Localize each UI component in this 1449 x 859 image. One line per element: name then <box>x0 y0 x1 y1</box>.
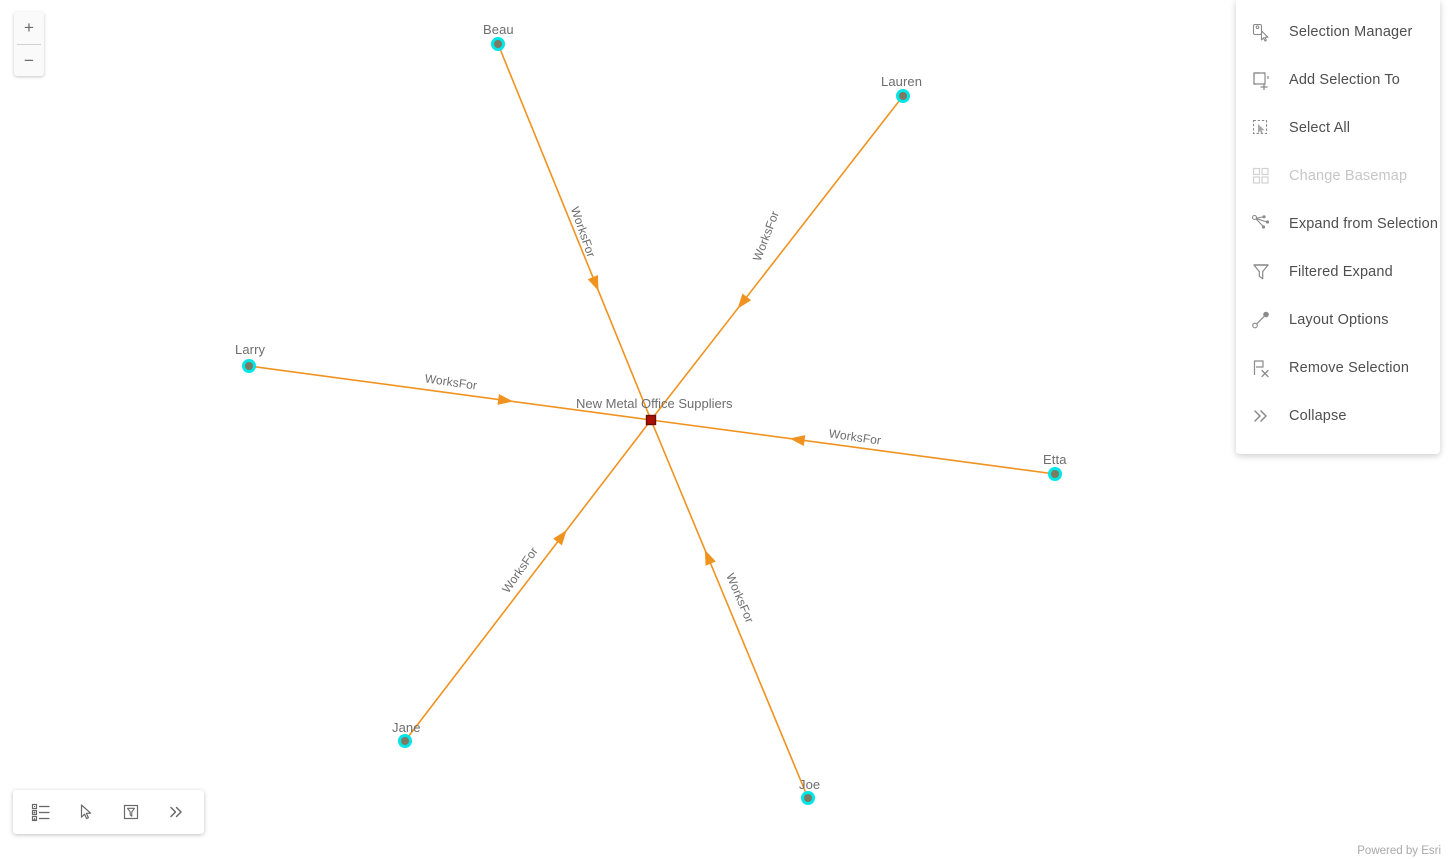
graph-edge[interactable] <box>650 419 1056 475</box>
graph-node-label: Etta <box>1043 452 1067 467</box>
graph-edge-arrowhead <box>704 549 716 566</box>
graph-node-label: Jane <box>392 720 421 735</box>
menu-item-collapse[interactable]: Collapse <box>1236 392 1440 440</box>
menu-item-label: Remove Selection <box>1289 360 1410 376</box>
funnel-icon <box>1251 262 1275 282</box>
menu-item-add-selection-to[interactable]: Add Selection To <box>1236 56 1440 104</box>
graph-edge[interactable] <box>404 419 652 742</box>
attribution-text: Powered by Esri <box>1357 845 1441 857</box>
menu-item-label: Collapse <box>1289 408 1347 424</box>
graph-node-label: Lauren <box>881 74 923 89</box>
graph-node-label: Beau <box>483 22 514 37</box>
graph-edge-arrowhead <box>497 394 514 405</box>
graph-edge[interactable] <box>650 419 809 799</box>
expand-toolbar-button[interactable] <box>159 796 193 828</box>
graph-edge-arrowhead <box>587 275 599 292</box>
bottom-toolbar <box>13 790 204 834</box>
graph-edge[interactable] <box>248 365 652 421</box>
menu-item-label: Expand from Selection <box>1289 216 1439 232</box>
select-all-icon <box>1251 118 1275 138</box>
layout-options-icon <box>1251 310 1275 330</box>
select-pointer-button[interactable] <box>69 796 103 828</box>
graph-node-center[interactable] <box>645 414 657 426</box>
menu-item-label: Filtered Expand <box>1289 264 1393 280</box>
menu-item-label: Layout Options <box>1289 312 1389 328</box>
menu-item-change-basemap: Change Basemap <box>1236 152 1440 200</box>
menu-item-remove-selection[interactable]: Remove Selection <box>1236 344 1440 392</box>
graph-node-label: Joe <box>799 777 821 792</box>
graph-node-jane[interactable] <box>401 737 409 745</box>
plus-icon: + <box>24 18 34 38</box>
graph-node-beau[interactable] <box>494 40 502 48</box>
graph-edge[interactable] <box>497 43 652 421</box>
chevron-double-right-icon <box>1251 406 1275 426</box>
menu-item-filtered-expand[interactable]: Filtered Expand <box>1236 248 1440 296</box>
legend-button[interactable] <box>24 796 58 828</box>
graph-node-lauren[interactable] <box>899 92 907 100</box>
zoom-in-button[interactable]: + <box>14 12 44 44</box>
add-selection-icon <box>1251 70 1275 90</box>
graph-edge[interactable] <box>650 95 904 421</box>
graph-edge-arrowhead <box>737 293 752 309</box>
context-menu-panel: Selection Manager Add Selection To Select … <box>1236 0 1440 454</box>
graph-node-label: Larry <box>235 342 266 357</box>
cursor-arrow-icon <box>81 804 92 820</box>
expand-selection-icon <box>1251 214 1275 234</box>
list-legend-icon <box>32 803 50 822</box>
graph-edge-arrowhead <box>553 530 567 546</box>
chevron-double-right-icon <box>169 806 182 818</box>
filter-button[interactable] <box>114 796 148 828</box>
graph-node-larry[interactable] <box>245 362 253 370</box>
graph-node-etta[interactable] <box>1051 470 1059 478</box>
menu-item-label: Add Selection To <box>1289 72 1400 88</box>
zoom-control: + − <box>14 12 44 76</box>
menu-item-label: Change Basemap <box>1289 168 1408 184</box>
minus-icon: − <box>24 50 34 70</box>
menu-item-label: Selection Manager <box>1289 24 1413 40</box>
basemap-grid-icon <box>1251 166 1275 186</box>
menu-item-layout-options[interactable]: Layout Options <box>1236 296 1440 344</box>
graph-edge-arrowhead <box>789 435 806 446</box>
menu-item-expand-from-selection[interactable]: Expand from Selection <box>1236 200 1440 248</box>
menu-item-selection-manager[interactable]: Selection Manager <box>1236 8 1440 56</box>
selection-manager-icon <box>1251 22 1275 42</box>
menu-item-select-all[interactable]: Select All <box>1236 104 1440 152</box>
remove-selection-icon <box>1251 358 1275 378</box>
zoom-control-divider <box>17 43 41 45</box>
zoom-out-button[interactable]: − <box>14 45 44 77</box>
menu-item-label: Select All <box>1289 120 1351 136</box>
filter-box-icon <box>123 804 138 820</box>
graph-node-joe[interactable] <box>804 794 812 802</box>
graph-center-node-label: New Metal Office Suppliers <box>576 396 733 411</box>
